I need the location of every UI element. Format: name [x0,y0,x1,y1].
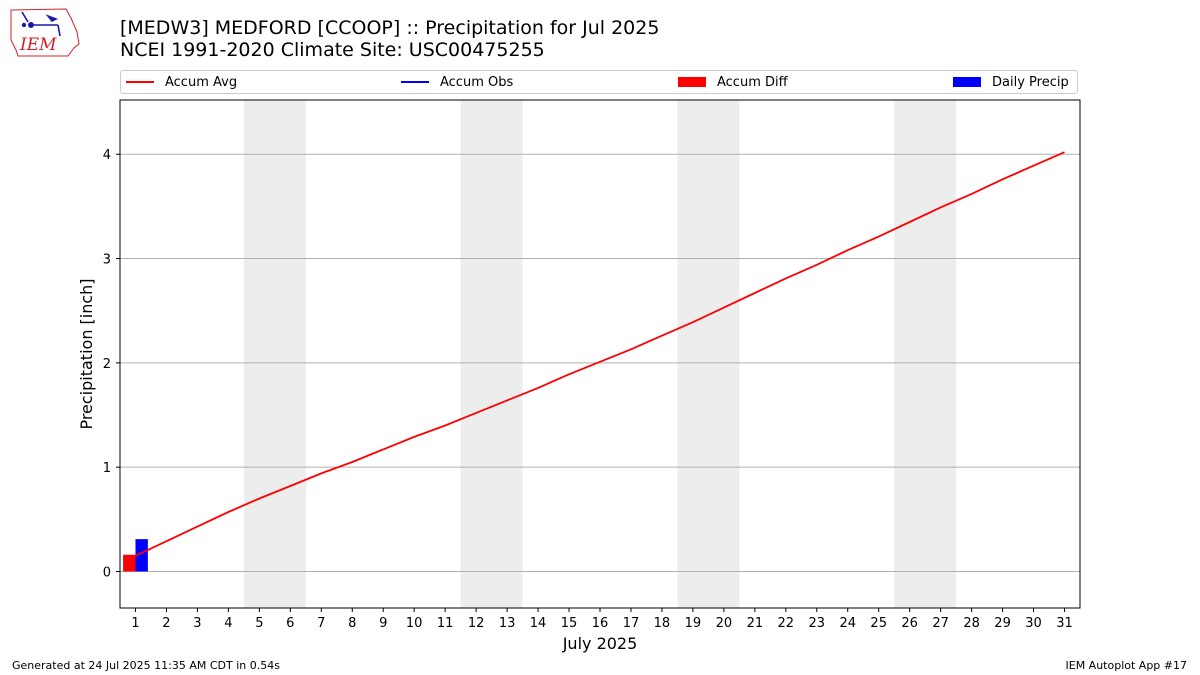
x-tick-label: 1 [131,616,139,631]
legend-label-accum-avg: Accum Avg [165,74,238,90]
chart-title-line1: [MEDW3] MEDFORD [CCOOP] :: Precipitation… [120,17,660,39]
legend-label-accum-diff: Accum Diff [717,74,788,90]
legend-item-accum-avg: Accum Avg [126,71,237,93]
chart-title: [MEDW3] MEDFORD [CCOOP] :: Precipitation… [120,17,659,61]
x-tick-label: 23 [809,616,826,631]
x-tick-label: 15 [561,616,578,631]
x-tick-label: 28 [963,616,980,631]
y-tick-label: 3 [103,253,111,268]
x-tick-label: 7 [317,616,325,631]
legend-label-accum-obs: Accum Obs [440,74,514,90]
weekend-band [243,100,306,608]
x-tick-label: 21 [747,616,764,631]
x-tick-label: 8 [348,616,356,631]
x-tick-label: 22 [778,616,795,631]
legend-item-accum-obs: Accum Obs [401,71,513,93]
x-tick-label: 17 [623,616,640,631]
x-tick-label: 27 [932,616,949,631]
x-tick-label: 31 [1056,616,1073,631]
x-tick-label: 24 [839,616,856,631]
weekend-band [894,100,957,608]
footer-generated: Generated at 24 Jul 2025 11:35 AM CDT in… [12,659,280,672]
legend-item-accum-diff: Accum Diff [678,71,788,93]
x-tick-label: 18 [654,616,671,631]
x-tick-label: 9 [379,616,387,631]
x-tick-label: 4 [224,616,232,631]
legend-item-daily-precip: Daily Precip [953,71,1069,93]
x-tick-label: 11 [437,616,454,631]
x-tick-label: 30 [1025,616,1042,631]
x-axis-label: July 2025 [562,634,638,653]
accum-diff-bar [123,554,136,572]
weekend-band [460,100,523,608]
y-tick-label: 1 [103,461,111,476]
legend-label-daily-precip: Daily Precip [992,74,1069,90]
weather-station-icon [21,11,61,37]
y-axis-label: Precipitation [inch] [77,278,96,429]
x-tick-label: 6 [286,616,294,631]
x-tick-label: 13 [499,616,516,631]
x-tick-label: 29 [994,616,1011,631]
y-tick-label: 2 [103,357,111,372]
x-tick-label: 19 [685,616,702,631]
x-tick-label: 16 [592,616,609,631]
legend-swatch-daily-precip [953,77,981,87]
legend-swatch-accum-avg [126,81,154,83]
x-tick-label: 2 [162,616,170,631]
x-tick-label: 12 [468,616,485,631]
iem-logo: IEM [10,8,80,57]
x-tick-label: 10 [406,616,423,631]
legend: Accum Avg Accum Obs Accum Diff Daily Pre… [120,70,1078,94]
daily-precip-bar [135,539,148,572]
footer-app-id: IEM Autoplot App #17 [1065,659,1188,672]
x-tick-label: 5 [255,616,263,631]
y-tick-label: 4 [103,148,111,163]
logo-text: IEM [19,35,57,55]
legend-swatch-accum-obs [401,81,429,83]
accum-avg-line [135,151,1065,557]
legend-swatch-accum-diff [678,77,706,87]
x-tick-label: 20 [716,616,733,631]
x-tick-label: 25 [870,616,887,631]
weekend-band [677,100,740,608]
x-tick-label: 26 [901,616,918,631]
chart-title-line2: NCEI 1991-2020 Climate Site: USC00475255 [120,39,545,61]
y-tick-label: 0 [103,565,111,580]
x-tick-label: 14 [530,616,547,631]
x-tick-label: 3 [193,616,201,631]
